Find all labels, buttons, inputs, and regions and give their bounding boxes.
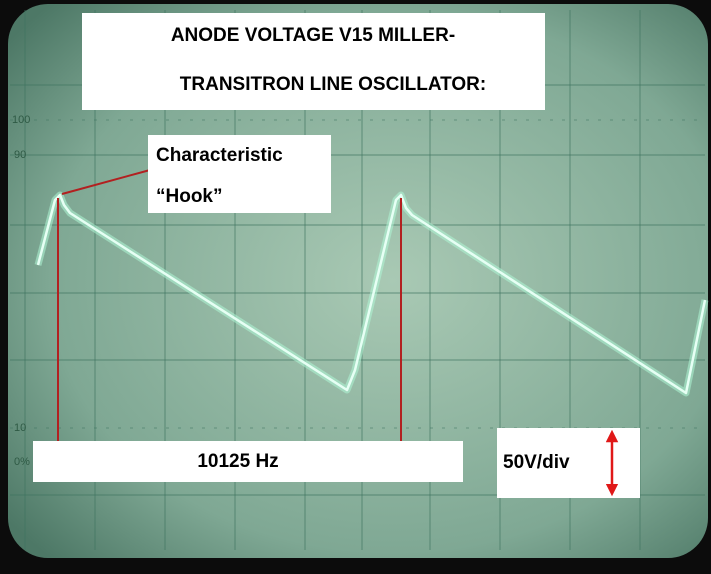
annotation-text: “Hook”	[156, 186, 223, 207]
graticule-label: 100	[12, 114, 30, 126]
scale-label: 50V/div	[503, 452, 570, 473]
pointer-line	[61, 169, 151, 195]
trace	[36, 193, 707, 395]
graticule-label: 10	[14, 422, 26, 434]
graticule-label: 0%	[14, 456, 30, 468]
graticule-label: 90	[14, 149, 26, 161]
frequency-label: 10125 Hz	[197, 451, 278, 472]
frequency-box	[33, 441, 463, 482]
annotation-text: Characteristic	[156, 145, 283, 166]
annotation-box	[148, 135, 331, 213]
title-line: TRANSITRON LINE OSCILLATOR:	[180, 74, 486, 95]
title-box	[82, 13, 545, 110]
title-line: ANODE VOLTAGE V15 MILLER-	[171, 25, 455, 46]
